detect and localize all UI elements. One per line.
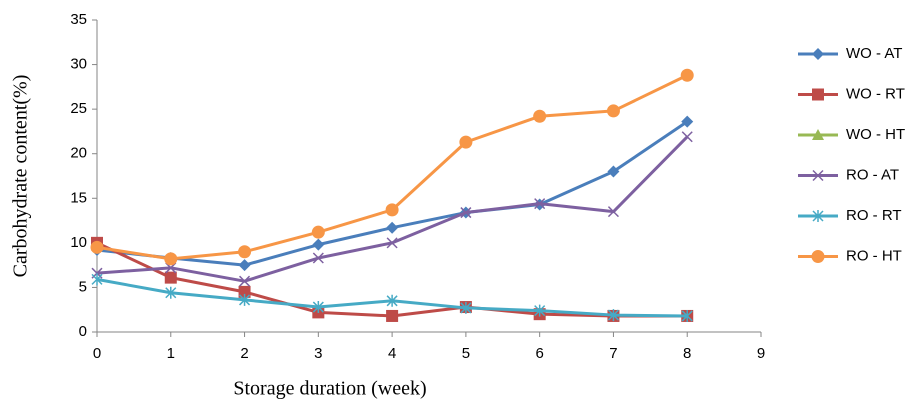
y-tick-label: 20 [70, 145, 87, 162]
x-tick-label: 3 [314, 345, 322, 362]
y-axis-title: Carbohydrate content(%) [10, 75, 32, 278]
legend-marker [812, 48, 824, 60]
marker [312, 301, 324, 314]
marker [681, 309, 693, 322]
marker [312, 238, 325, 251]
marker [91, 273, 103, 286]
y-tick-label: 35 [70, 11, 87, 28]
legend-label: WO - RT [846, 85, 905, 102]
marker [239, 275, 251, 287]
legend-label: RO - RT [846, 207, 902, 224]
legend-marker [812, 210, 824, 222]
marker [312, 252, 324, 264]
marker [164, 252, 178, 266]
y-tick-label: 15 [70, 189, 87, 206]
legend-marker [811, 250, 825, 263]
marker [165, 286, 177, 299]
marker [680, 68, 694, 82]
marker [90, 240, 104, 254]
marker [386, 294, 398, 307]
marker [460, 301, 472, 314]
marker [534, 198, 546, 210]
x-tick-label: 6 [535, 345, 543, 362]
marker [311, 225, 325, 239]
legend-marker [812, 88, 824, 101]
y-tick-label: 25 [70, 100, 87, 117]
marker [238, 259, 251, 272]
x-tick-label: 4 [388, 345, 396, 362]
x-tick-label: 2 [240, 345, 248, 362]
legend-label: RO - HT [846, 247, 902, 264]
x-tick-label: 9 [757, 345, 765, 362]
marker [681, 131, 693, 143]
marker [164, 271, 177, 284]
marker [239, 293, 251, 306]
marker [607, 206, 619, 218]
marker [386, 309, 399, 322]
marker [460, 207, 472, 219]
marker [165, 262, 177, 274]
marker [681, 115, 694, 128]
legend-marker [812, 129, 824, 140]
marker [238, 285, 251, 298]
marker [385, 203, 399, 217]
legend-label: WO - HT [846, 126, 905, 143]
x-tick-label: 0 [93, 345, 101, 362]
x-tick-label: 5 [462, 345, 470, 362]
marker [607, 309, 619, 322]
y-tick-label: 0 [79, 323, 87, 340]
marker [386, 237, 398, 249]
y-tick-label: 10 [70, 234, 87, 251]
legend-label: WO - AT [846, 45, 902, 62]
y-tick-label: 30 [70, 56, 87, 73]
marker [386, 221, 399, 234]
marker [534, 304, 546, 317]
x-axis-title: Storage duration (week) [233, 378, 426, 400]
marker [607, 165, 620, 178]
y-tick-label: 5 [79, 278, 87, 295]
legend-marker [812, 169, 824, 182]
marker [459, 135, 473, 149]
marker [606, 104, 620, 118]
x-tick-label: 7 [609, 345, 617, 362]
x-tick-label: 8 [683, 345, 691, 362]
legend-label: RO - AT [846, 166, 899, 183]
marker [238, 245, 252, 259]
x-tick-label: 1 [167, 345, 175, 362]
marker [533, 109, 547, 123]
